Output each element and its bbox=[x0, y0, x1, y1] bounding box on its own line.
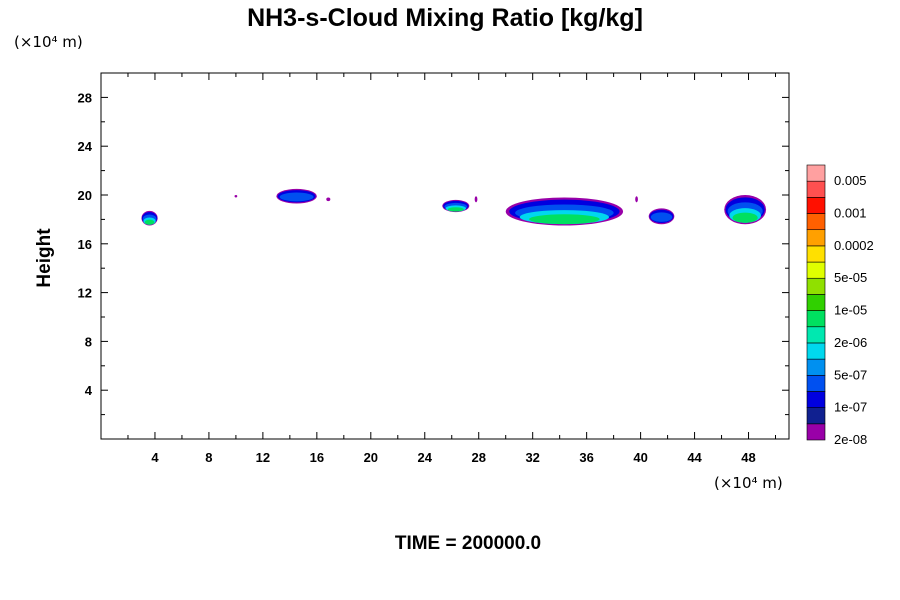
plot-frame bbox=[100, 72, 790, 440]
colorbar-swatch bbox=[806, 423, 826, 441]
x-tick-label: 20 bbox=[364, 450, 378, 465]
y-axis-label: Height bbox=[34, 228, 55, 288]
cloud-patch-edge bbox=[326, 197, 331, 202]
y-tick-label: 20 bbox=[78, 188, 92, 203]
cloud-patch-mid bbox=[650, 212, 673, 222]
colorbar-label: 1e-05 bbox=[834, 303, 867, 318]
colorbar-label: 1e-07 bbox=[834, 400, 867, 415]
colorbar-swatch bbox=[806, 310, 826, 328]
cloud-patch-core-inner bbox=[732, 212, 758, 223]
colorbar-swatch bbox=[806, 342, 826, 360]
x-tick-label: 44 bbox=[687, 450, 702, 465]
cloud-patch-edge bbox=[474, 196, 478, 203]
colorbar-swatch bbox=[806, 374, 826, 392]
colorbar: 0.005 0.001 0.0002 5e-05 1e-05 2e-06 5e-07 1e-0… bbox=[806, 164, 874, 447]
y-tick-label: 16 bbox=[78, 237, 92, 252]
colorbar-swatch bbox=[806, 407, 826, 425]
colorbar-swatch bbox=[806, 164, 826, 182]
colorbar-swatch bbox=[806, 294, 826, 311]
chart-title: NH3-s-Cloud Mixing Ratio [kg/kg] bbox=[247, 4, 643, 32]
y-tick-label: 12 bbox=[78, 286, 92, 301]
cloud-patch-mid bbox=[279, 192, 314, 202]
time-label: TIME = 200000.0 bbox=[395, 533, 541, 554]
colorbar-swatch bbox=[806, 261, 826, 279]
cloud-patch-core-inner bbox=[447, 207, 464, 212]
colorbar-swatch bbox=[806, 245, 826, 263]
x-tick-label: 32 bbox=[525, 450, 539, 465]
x-tick-label: 40 bbox=[633, 450, 647, 465]
y-unit-label: (×10⁴ m) bbox=[14, 33, 83, 51]
x-unit-label: (×10⁴ m) bbox=[714, 474, 783, 492]
colorbar-label: 0.001 bbox=[834, 206, 867, 221]
colorbar-swatch bbox=[806, 277, 826, 295]
y-tick-label: 4 bbox=[85, 383, 93, 398]
cloud-layer bbox=[141, 188, 767, 226]
colorbar-label: 2e-06 bbox=[834, 335, 867, 350]
x-tick-label: 28 bbox=[471, 450, 485, 465]
colorbar-label: 0.005 bbox=[834, 173, 867, 188]
cloud-patch-core-inner bbox=[529, 214, 600, 225]
x-tick-label: 12 bbox=[256, 450, 270, 465]
x-tick-label: 8 bbox=[205, 450, 212, 465]
x-tick-label: 24 bbox=[418, 450, 433, 465]
colorbar-label: 0.0002 bbox=[834, 238, 874, 253]
colorbar-swatch bbox=[806, 180, 826, 198]
colorbar-swatch bbox=[806, 197, 826, 214]
y-tick-label: 8 bbox=[85, 334, 92, 349]
x-tick-label: 36 bbox=[579, 450, 593, 465]
x-tick-label: 4 bbox=[151, 450, 159, 465]
y-tick-label: 28 bbox=[78, 90, 92, 105]
colorbar-swatch bbox=[806, 213, 826, 231]
x-tick-label: 16 bbox=[310, 450, 324, 465]
colorbar-label: 2e-08 bbox=[834, 432, 867, 447]
colorbar-label: 5e-07 bbox=[834, 367, 867, 382]
colorbar-swatch bbox=[806, 391, 826, 408]
y-tick-label: 24 bbox=[78, 139, 93, 154]
colorbar-label: 5e-05 bbox=[834, 270, 867, 285]
cloud-patch-edge bbox=[635, 196, 638, 203]
x-tick-label: 48 bbox=[741, 450, 755, 465]
colorbar-swatch bbox=[806, 326, 826, 344]
colorbar-swatch bbox=[806, 358, 826, 376]
cloud-patch-core-inner bbox=[144, 219, 155, 225]
cloud-patch-edge bbox=[234, 195, 238, 198]
colorbar-swatch bbox=[806, 229, 826, 247]
